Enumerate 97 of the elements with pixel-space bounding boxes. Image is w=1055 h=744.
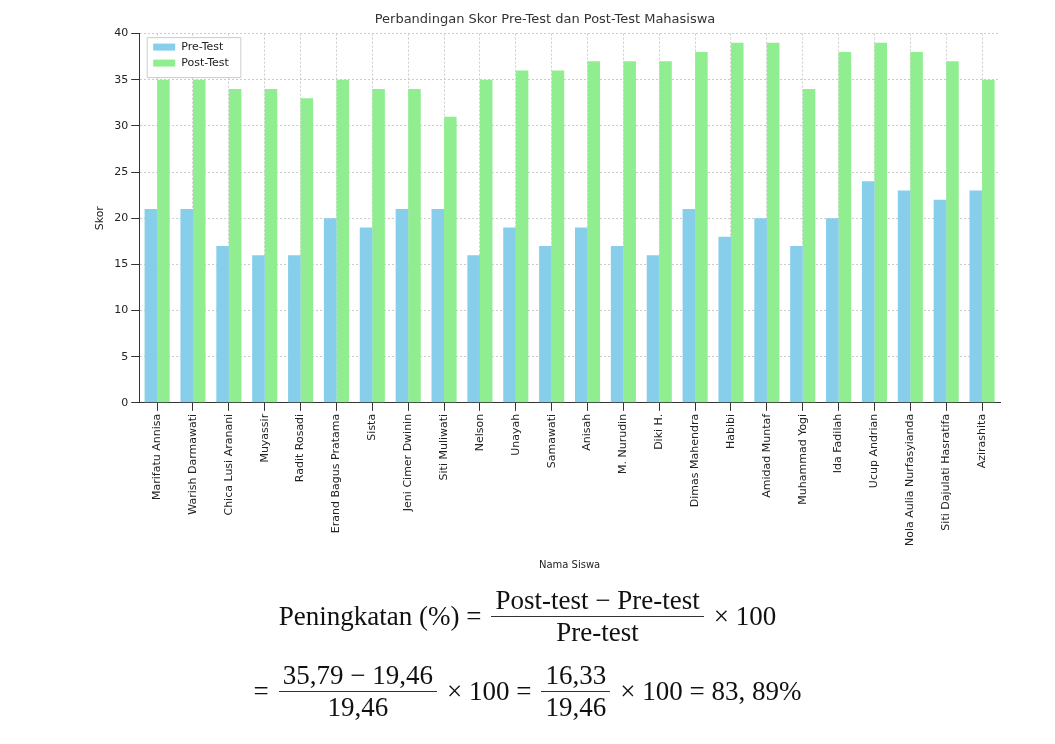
bar — [551, 70, 565, 403]
y-tick-label: 0 — [121, 395, 129, 409]
bar — [933, 199, 947, 403]
x-tick-label: Unayah — [508, 413, 522, 456]
x-tick-label: Sista — [365, 413, 379, 441]
bar — [288, 255, 301, 403]
text: Pre-test — [556, 617, 639, 648]
bar — [969, 190, 983, 403]
y-tick-label: 35 — [114, 72, 129, 86]
bar — [910, 52, 923, 403]
bar — [623, 61, 636, 403]
bar — [264, 88, 278, 403]
bar — [300, 98, 314, 403]
bar — [431, 208, 445, 403]
bar — [731, 42, 744, 403]
bar — [718, 236, 731, 403]
bar — [467, 255, 480, 403]
bar — [395, 208, 409, 403]
text: × 100 = — [447, 676, 532, 707]
bar — [897, 190, 911, 403]
bar — [372, 88, 385, 403]
legend-label: Pre-Test — [181, 40, 224, 54]
bar — [861, 181, 875, 403]
x-tick-label: Ucup Andrian — [867, 413, 881, 489]
text: Peningkatan (%) = — [278, 601, 482, 632]
x-tick-label: Marifatu Annisa — [149, 413, 163, 501]
bar — [646, 255, 660, 403]
y-tick-label: 5 — [121, 349, 129, 363]
x-tick-label: Nelson — [472, 413, 486, 452]
text: × 100 = 83, 89% — [620, 676, 802, 707]
text: = — [253, 676, 269, 707]
x-tick-label: M. Nurudin — [616, 413, 630, 475]
bar — [574, 227, 588, 403]
legend-label: Post-Test — [181, 56, 230, 70]
bar — [790, 245, 803, 403]
x-tick-label: Siti Dajulati Hasratifa — [939, 413, 953, 531]
bar — [193, 79, 206, 403]
y-tick-label: 25 — [114, 164, 129, 178]
x-tick-label: Ida Fadilah — [831, 413, 845, 474]
text: 16,33 — [541, 660, 611, 692]
x-tick-label: Azirashita — [974, 413, 988, 469]
bar — [479, 79, 493, 403]
bar — [659, 61, 672, 403]
x-tick-label: Muyassir — [257, 413, 271, 463]
text: 35,79 − 19,46 — [278, 660, 438, 692]
bar — [766, 42, 780, 403]
x-tick-label: Muhammad Yogi — [795, 413, 809, 505]
bar — [587, 61, 601, 403]
bar — [982, 79, 995, 403]
bar — [336, 79, 350, 403]
bar — [610, 245, 624, 403]
bar — [359, 227, 373, 403]
bar — [216, 245, 229, 403]
x-tick-label: Habibi — [723, 413, 737, 449]
bar — [408, 88, 421, 403]
y-tick-label: 30 — [114, 118, 129, 132]
x-tick-label: Warish Darmawati — [185, 413, 199, 515]
text: 19,46 — [545, 692, 607, 723]
bar — [682, 208, 696, 403]
x-tick-label: Chica Lusi Aranani — [221, 413, 235, 516]
chart-title: Perbandingan Skor Pre-Test dan Post-Test Mahasiswa — [374, 11, 716, 27]
bar — [515, 70, 529, 403]
bar — [802, 88, 816, 403]
x-tick-label: Erand Bagus Pratama — [329, 413, 343, 534]
x-tick-label: Dimas Mahendra — [687, 413, 701, 508]
bar — [228, 88, 242, 403]
x-tick-label: Samawati — [544, 413, 558, 469]
x-tick-label: Anisah — [580, 413, 594, 451]
bar — [157, 79, 170, 403]
bar — [874, 42, 888, 403]
x-tick-label: Jeni Cimer Dwinin — [401, 413, 415, 513]
y-tick-label: 40 — [114, 26, 129, 40]
x-tick-label: Diki H. — [652, 413, 666, 450]
bar — [539, 245, 552, 403]
y-axis-title: Skor — [93, 205, 107, 231]
text: × 100 — [713, 601, 777, 632]
bar — [503, 227, 516, 403]
bar — [444, 116, 457, 403]
x-axis-title: Nama Siswa — [538, 558, 601, 570]
x-tick-label: Siti Muliwati — [436, 413, 450, 481]
bar — [754, 218, 767, 403]
bar — [838, 52, 852, 403]
bar — [252, 255, 265, 403]
y-tick-label: 20 — [114, 211, 129, 225]
x-tick-label: Nola Aulia Nurfasyianda — [903, 413, 917, 547]
x-tick-label: Radit Rosadi — [293, 413, 307, 483]
bar — [323, 218, 337, 403]
text: 19,46 — [327, 692, 389, 723]
bar — [946, 61, 959, 403]
y-tick-label: 15 — [114, 257, 129, 271]
bar — [826, 218, 839, 403]
bar — [144, 208, 158, 403]
text: Post-test − Pre-test — [491, 585, 704, 617]
bar — [180, 208, 193, 403]
bar — [695, 52, 708, 403]
x-tick-label: Amidad Muntaf — [759, 412, 773, 498]
y-tick-label: 10 — [114, 303, 129, 317]
